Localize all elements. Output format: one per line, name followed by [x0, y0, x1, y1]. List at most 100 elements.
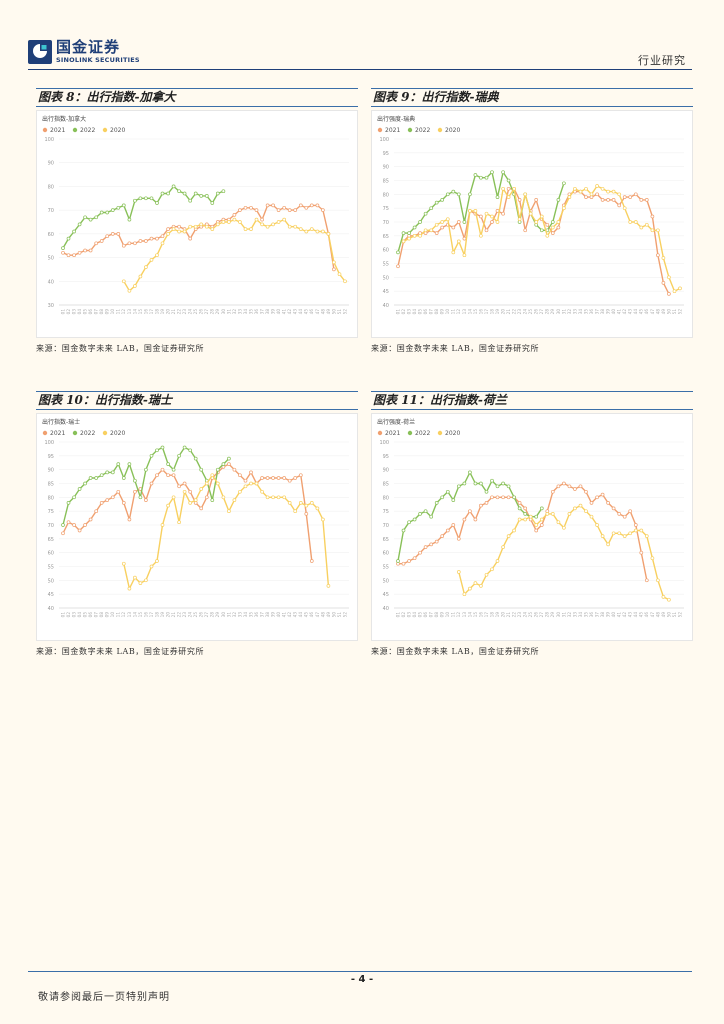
x-tick-label: 16: [143, 612, 148, 618]
x-tick-label: 12: [121, 309, 126, 315]
data-point-2020: [221, 220, 226, 224]
data-point-2020: [401, 239, 406, 244]
data-point-2021: [116, 489, 121, 494]
data-point-2020: [661, 595, 666, 599]
data-point-2021: [199, 506, 204, 511]
data-point-2020: [550, 225, 555, 230]
data-point-2020: [254, 481, 259, 486]
data-point-2020: [188, 501, 193, 505]
data-point-2021: [265, 476, 270, 480]
data-point-2020: [243, 227, 248, 231]
data-point-2022: [188, 448, 193, 453]
chart-inner-title: 出行指数-瑞士: [42, 418, 80, 426]
x-tick-label: 14: [132, 612, 137, 618]
data-point-2020: [199, 222, 204, 227]
x-tick-label: 29: [550, 612, 555, 618]
x-tick-label: 40: [276, 309, 281, 315]
data-point-2020: [644, 222, 649, 227]
data-point-2021: [545, 222, 550, 227]
data-point-2020: [309, 227, 314, 231]
y-tick-label: 90: [48, 468, 54, 474]
x-tick-label: 33: [572, 612, 577, 618]
x-tick-label: 02: [401, 612, 406, 618]
data-point-2020: [656, 578, 660, 583]
x-tick-label: 43: [628, 309, 633, 315]
x-tick-label: 25: [528, 612, 533, 618]
data-point-2021: [578, 484, 583, 489]
data-point-2021: [188, 489, 193, 494]
data-point-2021: [550, 231, 555, 235]
x-tick-label: 43: [628, 612, 633, 618]
x-tick-label: 40: [611, 309, 616, 315]
section-label: 行业研究: [638, 54, 686, 67]
x-tick-label: 21: [171, 309, 176, 315]
x-tick-label: 01: [60, 612, 65, 618]
x-tick-label: 12: [121, 612, 126, 618]
data-point-2022: [539, 228, 544, 233]
data-point-2021: [611, 506, 616, 511]
data-point-2021: [287, 208, 292, 212]
data-point-2020: [628, 220, 633, 224]
x-tick-label: 30: [556, 612, 561, 618]
data-point-2020: [517, 217, 522, 222]
data-point-2022: [479, 175, 483, 180]
chart-canvas: 出行强度-瑞典 2021 2022 2020 40 45 50 55 60 65 70 75 80 85 9…: [371, 110, 693, 338]
series-2020: [121, 473, 331, 591]
data-point-2022: [155, 201, 159, 205]
data-point-2021: [401, 561, 406, 566]
x-tick-label: 34: [243, 309, 248, 315]
data-point-2021: [523, 228, 528, 233]
data-point-2022: [177, 453, 181, 458]
data-point-2021: [155, 473, 159, 478]
data-point-2020: [573, 506, 577, 511]
data-point-2021: [628, 509, 633, 514]
data-point-2021: [600, 492, 605, 497]
legend-label-2022: 2022: [80, 127, 95, 134]
x-tick-label: 23: [517, 612, 522, 618]
x-tick-label: 20: [165, 612, 170, 618]
data-point-2020: [171, 227, 176, 231]
series-2022: [396, 470, 544, 563]
data-point-2021: [622, 514, 627, 519]
data-point-2021: [72, 523, 76, 527]
data-point-2022: [490, 170, 494, 175]
data-point-2020: [545, 512, 550, 516]
data-point-2021: [479, 503, 483, 508]
data-point-2020: [121, 279, 126, 284]
x-tick-label: 02: [401, 309, 406, 315]
x-tick-label: 15: [138, 309, 143, 315]
data-point-2021: [556, 225, 561, 230]
data-point-2021: [177, 484, 181, 489]
legend-marker-2022: [407, 430, 413, 436]
data-point-2020: [644, 534, 649, 538]
data-point-2021: [396, 264, 400, 269]
x-tick-label: 50: [666, 309, 671, 315]
data-point-2021: [121, 243, 126, 248]
data-point-2022: [171, 184, 176, 189]
x-tick-label: 12: [456, 612, 461, 618]
x-tick-label: 13: [462, 612, 467, 618]
x-tick-label: 19: [495, 309, 500, 315]
data-point-2021: [639, 198, 644, 202]
data-point-2022: [177, 189, 181, 194]
data-point-2020: [215, 481, 220, 486]
data-point-2020: [479, 584, 483, 588]
data-point-2020: [678, 286, 682, 291]
figure-panel-10: 图表 10：出行指数-瑞士 出行指数-瑞士 2021 2022 2020 40 45 50 5…: [36, 391, 358, 657]
y-tick-label: 45: [383, 289, 389, 295]
x-tick-label: 03: [406, 309, 411, 315]
legend-label-2021: 2021: [385, 127, 400, 134]
data-point-2020: [617, 192, 622, 197]
data-point-2022: [149, 453, 154, 458]
data-point-2022: [501, 481, 505, 486]
data-point-2020: [539, 214, 544, 219]
y-tick-label: 50: [383, 275, 389, 281]
data-point-2022: [144, 196, 148, 201]
data-point-2021: [622, 195, 627, 199]
data-point-2020: [578, 503, 583, 508]
x-tick-label: 07: [94, 612, 99, 618]
figure-source: 来源：国金数字未来 LAB，国金证券研究所: [36, 344, 205, 353]
y-tick-label: 95: [48, 454, 54, 460]
data-point-2021: [606, 198, 610, 202]
